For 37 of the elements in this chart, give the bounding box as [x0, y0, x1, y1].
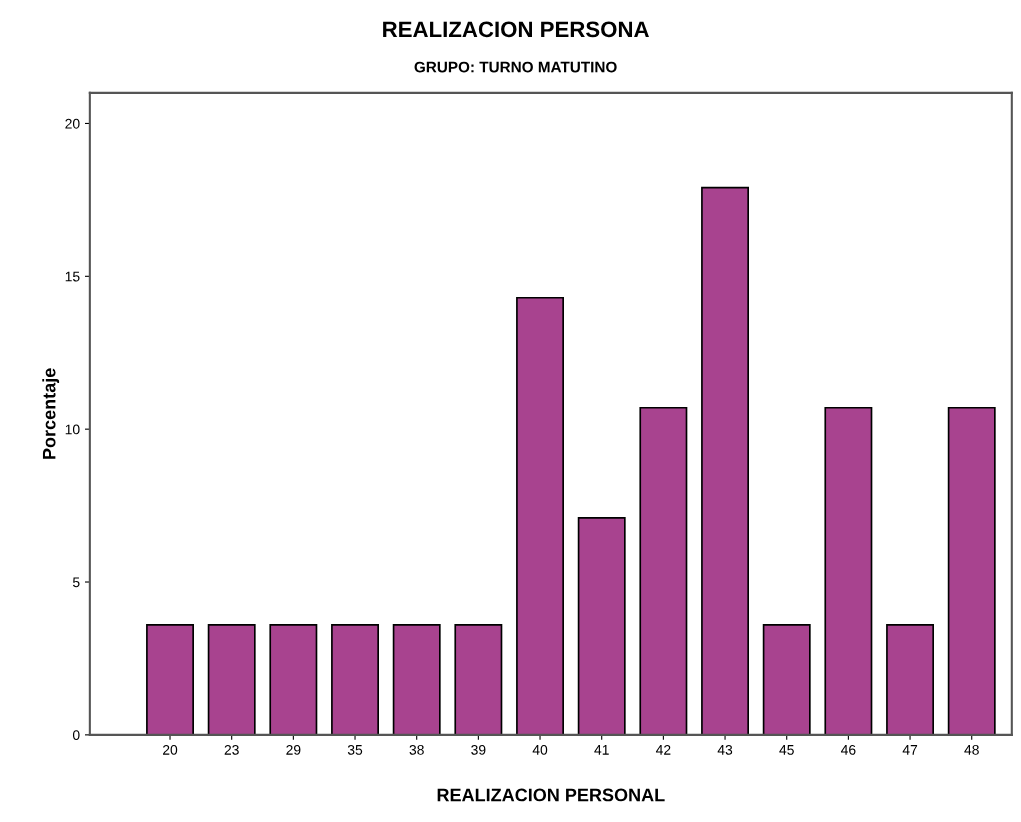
bar — [762, 623, 811, 735]
x-tick-label: 29 — [286, 744, 301, 755]
x-tick-label: 45 — [779, 745, 794, 755]
x-tick-label: 43 — [717, 744, 733, 755]
x-tick-label: 40 — [532, 744, 548, 755]
bar — [331, 623, 379, 735]
bar — [824, 406, 873, 735]
y-axis-title: Porcentaje — [42, 368, 60, 459]
x-tick-label: 20 — [162, 744, 178, 755]
chart-title: REALIZACION PERSONA — [383, 21, 649, 38]
x-tick-label: 38 — [409, 744, 424, 755]
bar — [886, 623, 935, 735]
bar — [701, 186, 750, 735]
bar — [146, 623, 194, 735]
bar — [207, 623, 256, 735]
x-tick-label: 35 — [347, 744, 363, 755]
bar — [947, 406, 996, 735]
y-tick-label: 0 — [72, 730, 80, 741]
bar — [454, 623, 503, 735]
chart-subtitle: GRUPO: TURNO MATUTINO — [414, 61, 617, 73]
y-tick-label: 20 — [65, 118, 80, 129]
x-tick-label: 47 — [902, 745, 918, 755]
bar — [269, 623, 318, 735]
x-tick-label: 39 — [471, 744, 486, 755]
x-tick-label: 48 — [964, 744, 979, 755]
y-tick-label: 5 — [72, 577, 80, 588]
bar — [639, 406, 688, 735]
bar — [392, 623, 441, 735]
x-tick-label: 41 — [594, 745, 609, 755]
x-tick-label: 46 — [840, 744, 856, 755]
bar — [577, 516, 626, 735]
x-tick-label: 23 — [224, 744, 239, 755]
y-tick-label: 10 — [65, 424, 80, 435]
y-tick-label: 15 — [65, 271, 80, 282]
x-axis-title: REALIZACION PERSONAL — [437, 788, 665, 802]
bar — [516, 296, 564, 735]
x-tick-label: 42 — [655, 744, 671, 755]
